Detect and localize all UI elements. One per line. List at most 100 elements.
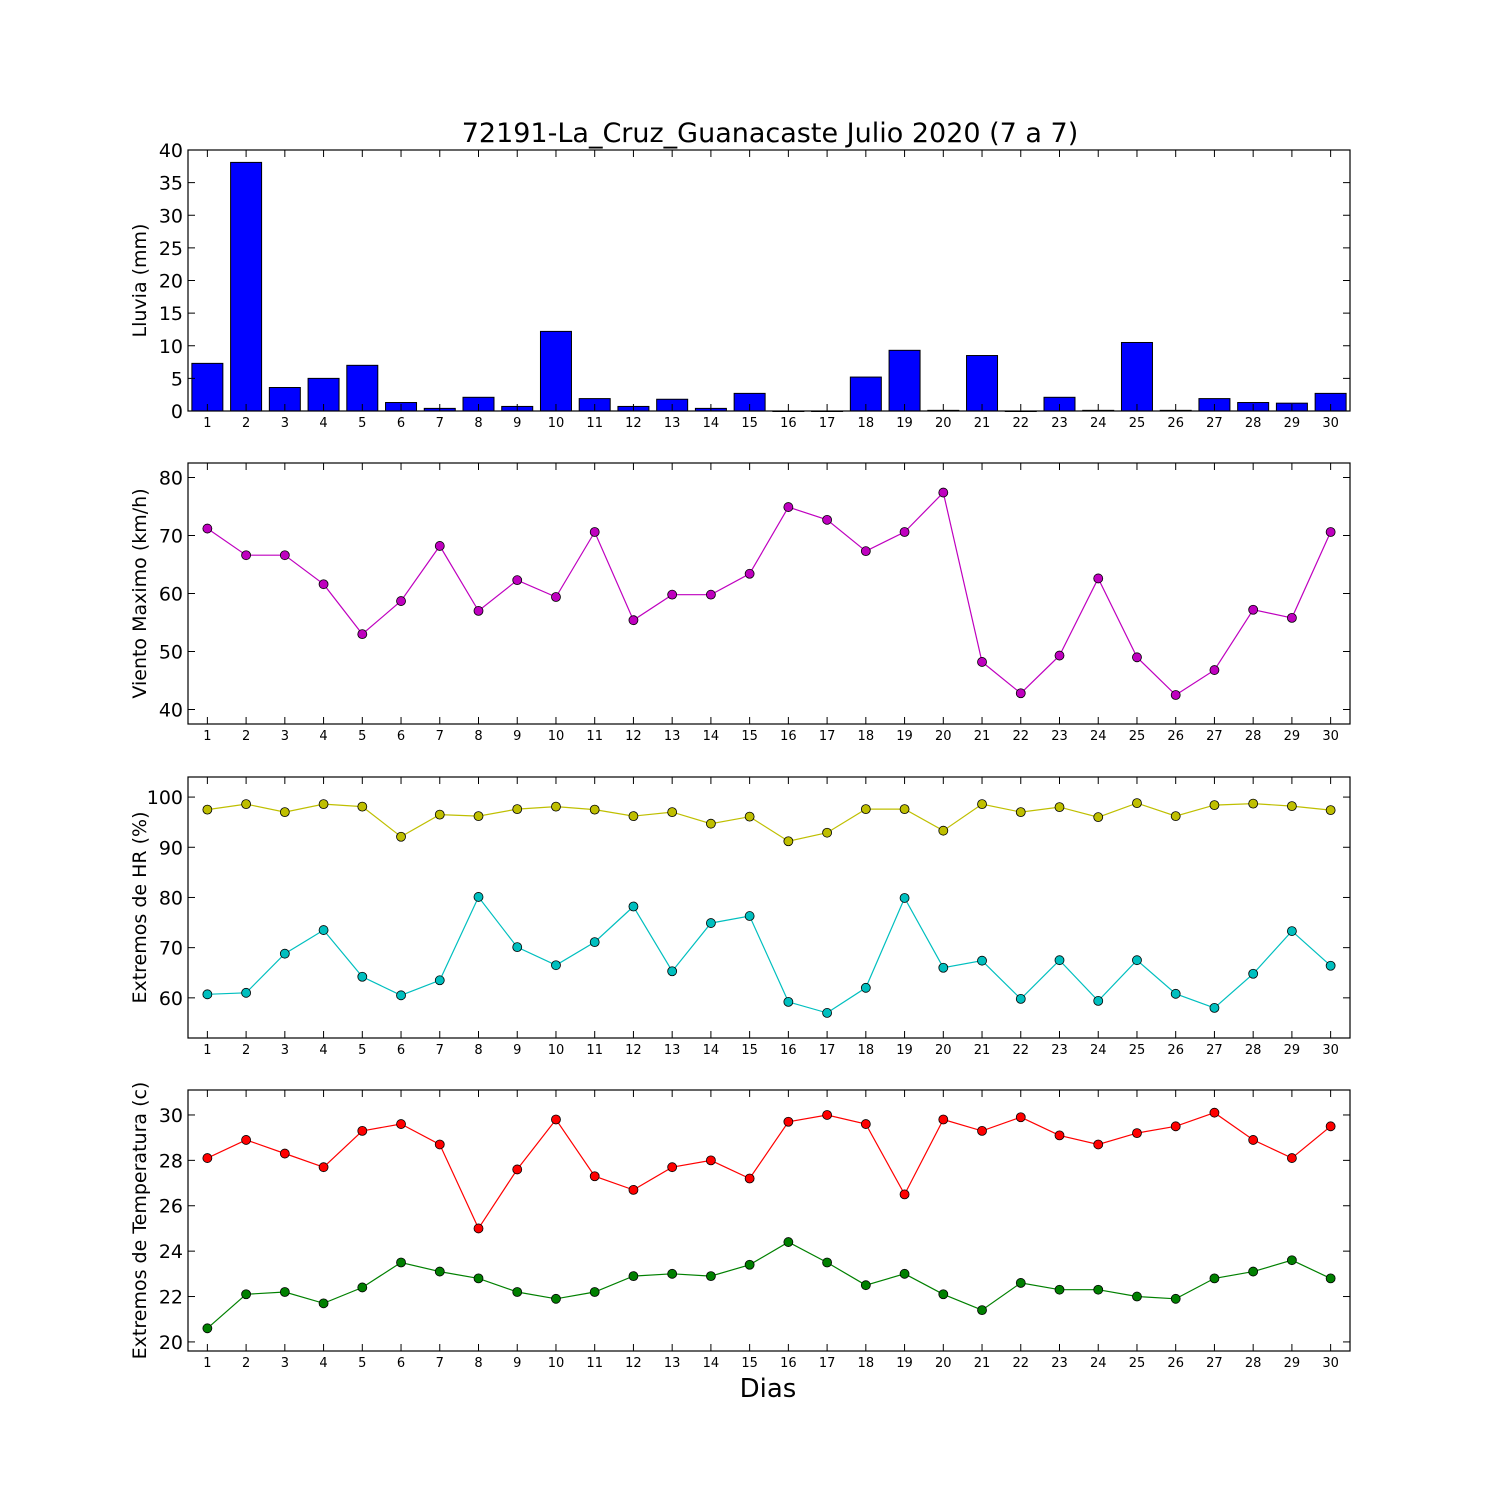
hr-xtick-label: 5 [358, 1043, 366, 1058]
lluvia-bar [539, 330, 572, 412]
temperatura-axes-frame [187, 1089, 1351, 1352]
hr-xtick-label: 14 [703, 1043, 720, 1058]
temperatura-ytick-label: 28 [159, 1150, 183, 1172]
viento-xtick-label: 6 [397, 729, 405, 744]
lluvia-xtick-label: 6 [397, 416, 405, 431]
viento-point [1093, 573, 1104, 584]
viento-series-line [207, 491, 1332, 696]
temperatura-xtick-label: 14 [703, 1356, 720, 1371]
viento-xtick-label: 2 [242, 729, 250, 744]
hr-point [899, 804, 910, 815]
hr-xtick-label: 23 [1051, 1043, 1068, 1058]
x-axis-label: Dias [740, 1374, 797, 1404]
temperatura-xtick-label: 28 [1245, 1356, 1262, 1371]
lluvia-xtick-label: 21 [974, 416, 991, 431]
hr-point [589, 937, 600, 948]
hr-point [1170, 811, 1181, 822]
hr-xtick-label: 29 [1284, 1043, 1301, 1058]
viento-xtick-label: 1 [203, 729, 211, 744]
viento-xtick-label: 14 [703, 729, 720, 744]
temperatura-series-line [207, 1112, 1331, 1230]
hr-point [899, 893, 910, 903]
hr-point [1132, 798, 1142, 808]
hr-xtick-label: 16 [780, 1043, 797, 1058]
viento-point [589, 527, 600, 537]
temperatura-point [744, 1173, 755, 1184]
temperatura-xtick-label: 2 [242, 1356, 250, 1371]
lluvia-xtick-label: 30 [1322, 416, 1339, 431]
lluvia-bar [230, 161, 263, 412]
temperatura-xtick-label: 15 [741, 1356, 758, 1371]
hr-point [822, 1008, 832, 1018]
lluvia-xtick-label: 9 [513, 416, 521, 431]
lluvia-xtick-label: 7 [436, 416, 444, 431]
temperatura-point [512, 1164, 523, 1175]
lluvia-xtick-label: 8 [474, 416, 482, 431]
temperatura-xtick-label: 6 [397, 1356, 405, 1371]
viento-point [1248, 604, 1259, 615]
viento-point [551, 592, 561, 602]
lluvia-xtick-label: 10 [548, 416, 565, 431]
temperatura-point [551, 1114, 561, 1125]
viento-xtick-label: 10 [548, 729, 565, 744]
temperatura-xtick-label: 7 [436, 1356, 444, 1371]
temperatura-ytick-label: 24 [159, 1241, 183, 1263]
viento-xtick-label: 23 [1051, 729, 1068, 744]
temperatura-point [783, 1116, 794, 1127]
temperatura-point [1248, 1266, 1259, 1277]
hr-xtick-label: 3 [281, 1043, 289, 1058]
hr-point [977, 955, 987, 966]
viento-xtick-label: 28 [1245, 729, 1262, 744]
viento-point [202, 523, 213, 534]
viento-xtick-label: 3 [281, 729, 289, 744]
viento-point [279, 550, 290, 561]
lluvia-xtick-label: 23 [1051, 416, 1068, 431]
hr-ylabel: Extremos de HR (%) [129, 811, 151, 1003]
hr-point [357, 971, 368, 982]
hr-point [822, 827, 832, 838]
temperatura-point [512, 1287, 523, 1297]
hr-point [1325, 960, 1336, 971]
viento-xtick-label: 11 [586, 729, 603, 744]
temperatura-xtick-label: 9 [513, 1356, 521, 1371]
viento-point [744, 568, 755, 579]
temperatura-xtick-label: 29 [1284, 1356, 1301, 1371]
temperatura-xtick-label: 25 [1129, 1356, 1146, 1371]
viento-point [899, 527, 910, 537]
hr-ytick-label: 70 [159, 938, 183, 960]
hr-xtick-label: 24 [1090, 1043, 1107, 1058]
temperatura-ytick-label: 20 [159, 1332, 183, 1354]
viento-point [628, 615, 639, 626]
lluvia-xtick-label: 12 [625, 416, 642, 431]
viento-point [434, 541, 445, 551]
temperatura-point [822, 1110, 832, 1120]
viento-xtick-label: 21 [974, 729, 991, 744]
hr-xtick-label: 27 [1206, 1043, 1223, 1058]
hr-point [396, 831, 406, 842]
hr-xtick-label: 20 [935, 1043, 952, 1058]
lluvia-xtick-label: 3 [281, 416, 289, 431]
temperatura-point [1209, 1107, 1220, 1118]
lluvia-xtick-label: 25 [1129, 416, 1146, 431]
hr-point [551, 960, 561, 971]
viento-point [783, 502, 794, 512]
hr-point [977, 799, 987, 810]
hr-ytick-label: 90 [159, 837, 183, 859]
temperatura-point [1170, 1293, 1181, 1304]
viento-xtick-label: 8 [474, 729, 482, 744]
temperatura-point [822, 1257, 832, 1268]
temperatura-point [977, 1125, 987, 1136]
lluvia-ytick-label: 5 [171, 368, 183, 390]
hr-point [783, 996, 794, 1007]
temperatura-point [1132, 1128, 1142, 1139]
viento-point [706, 589, 716, 600]
temperatura-xtick-label: 16 [780, 1356, 797, 1371]
hr-xtick-label: 18 [858, 1043, 875, 1058]
temperatura-point [318, 1298, 329, 1309]
temperatura-xtick-label: 23 [1051, 1356, 1068, 1371]
hr-point [1287, 926, 1297, 936]
lluvia-ylabel: Lluvia (mm) [129, 224, 151, 338]
viento-xtick-label: 22 [1012, 729, 1029, 744]
lluvia-xtick-label: 24 [1090, 416, 1107, 431]
